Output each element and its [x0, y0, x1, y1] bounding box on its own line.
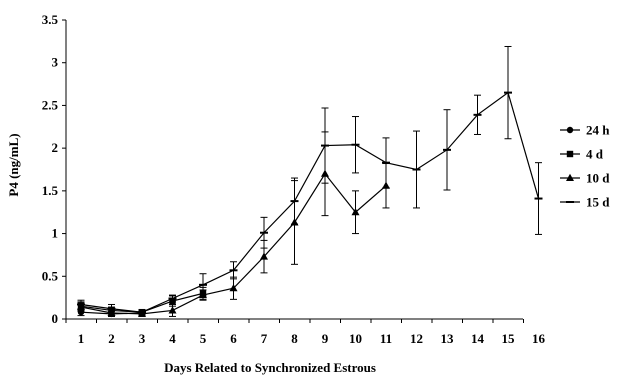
x-tick-label: 11: [380, 331, 392, 346]
x-tick-label: 5: [200, 331, 207, 346]
x-tick-label: 2: [108, 331, 115, 346]
x-tick-label: 9: [322, 331, 329, 346]
x-tick-label: 14: [471, 331, 485, 346]
chart-axes: 00.511.522.533.51 2 3 4 5 6 7 8 9 10 11 12 13 14 15 16: [42, 12, 546, 346]
series-15-d: [77, 45, 543, 316]
legend-marker: [566, 126, 574, 134]
y-axis-title: P4 (ng/mL): [6, 133, 21, 196]
x-tick-label: 13: [441, 331, 455, 346]
legend-label: 15 d: [586, 195, 610, 210]
legend-label: 24 h: [586, 123, 610, 138]
legend-item: 10 d: [560, 171, 610, 186]
x-tick-label: 4: [169, 331, 176, 346]
y-tick-label: 1.5: [42, 183, 59, 198]
x-tick-label: 8: [291, 331, 298, 346]
series-10-d: [77, 131, 390, 317]
series-line: [80, 91, 540, 313]
x-tick-label: 15: [502, 331, 516, 346]
x-tick-label: 6: [230, 331, 237, 346]
x-axis-title: Days Related to Synchronized Estrous: [164, 360, 376, 375]
x-tick-label: 10: [349, 331, 362, 346]
y-tick-label: 2.5: [42, 97, 59, 112]
legend-label: 4 d: [586, 147, 604, 162]
legend-label: 10 d: [586, 171, 610, 186]
legend-item: 24 h: [560, 123, 610, 138]
legend-item: 15 d: [560, 195, 610, 210]
x-tick-label: 12: [410, 331, 423, 346]
chart-series: [77, 45, 543, 318]
y-tick-label: 2: [52, 140, 59, 155]
x-tick-label: 3: [139, 331, 146, 346]
data-point: [168, 306, 177, 314]
x-tick-label: 1: [78, 331, 85, 346]
data-point: [351, 208, 360, 216]
y-tick-label: 1: [52, 226, 59, 241]
y-tick-label: 0: [52, 311, 59, 326]
y-tick-label: 3.5: [42, 12, 59, 27]
chart-legend: 24 h 4 d 10 d 15 d: [560, 123, 610, 210]
y-tick-label: 0.5: [42, 268, 59, 283]
data-point: [229, 284, 238, 292]
x-tick-label: 7: [261, 331, 268, 346]
legend-item: 4 d: [560, 147, 604, 162]
legend-marker: [566, 150, 574, 158]
data-point: [260, 252, 268, 260]
y-tick-label: 3: [52, 55, 59, 70]
legend-marker: [566, 173, 574, 181]
x-tick-label: 16: [532, 331, 546, 346]
